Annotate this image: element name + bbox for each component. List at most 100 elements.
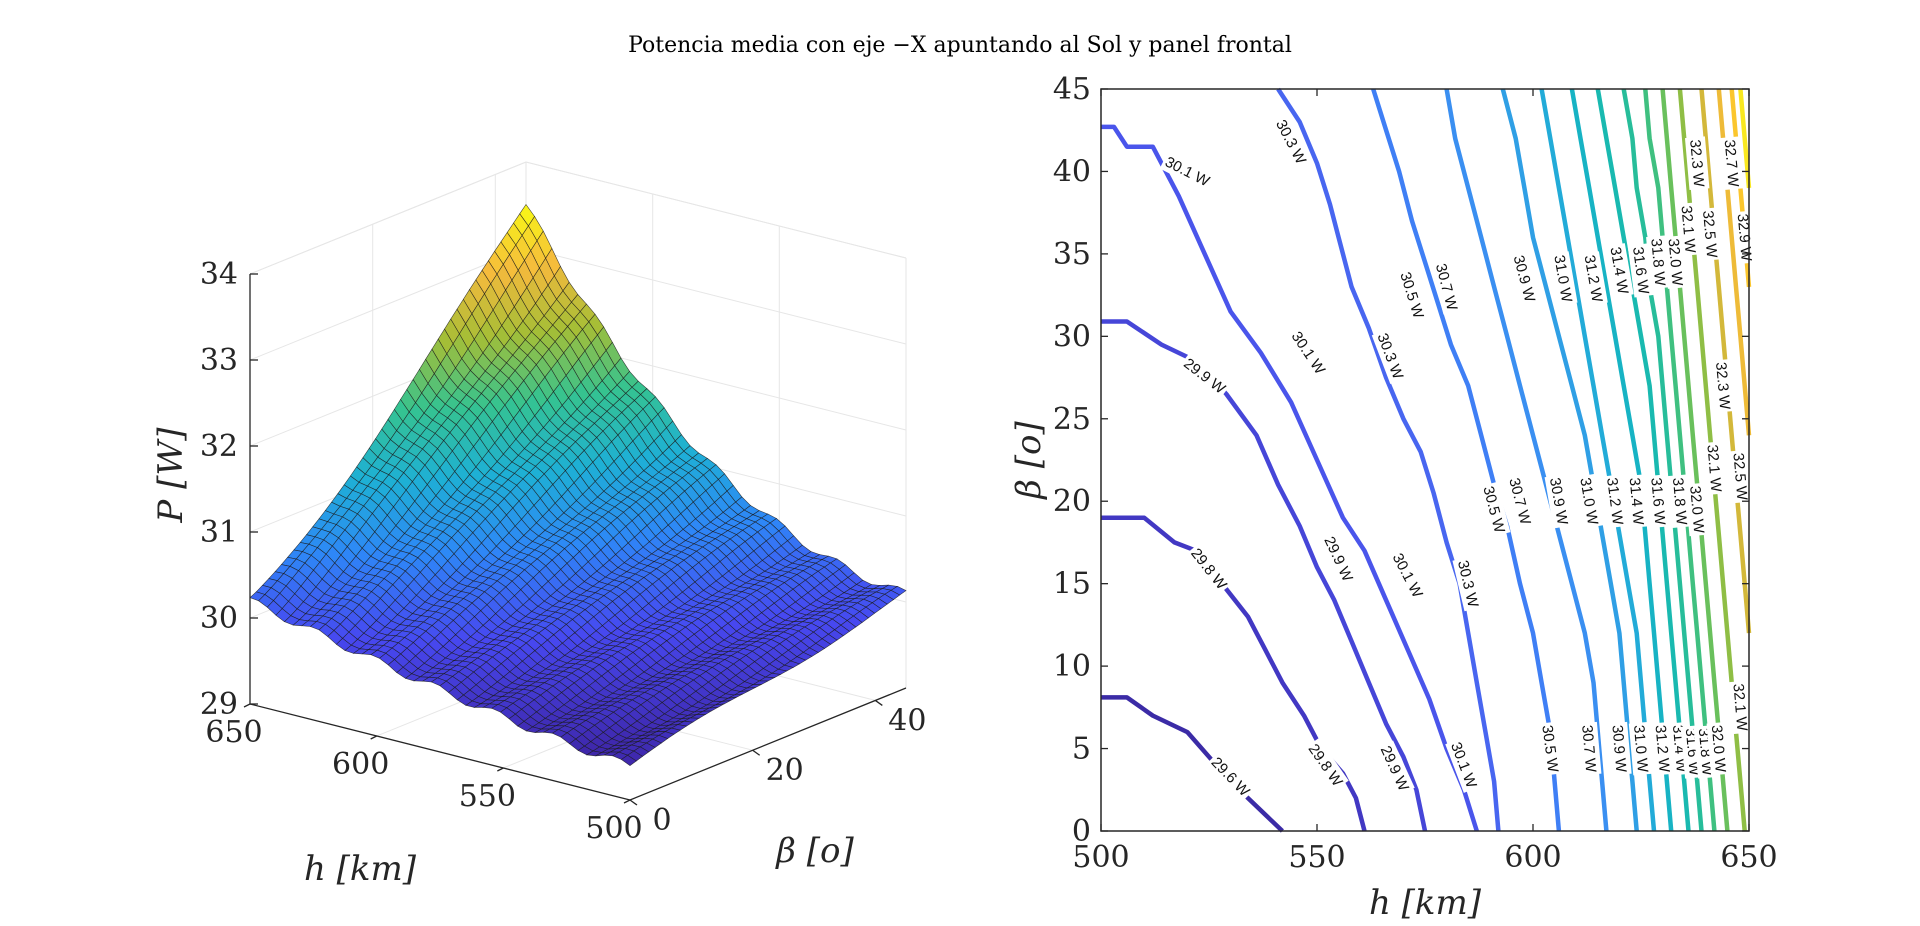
contour-label-bg [1548,251,1578,306]
contour-label-text: 32.1 W [1729,683,1750,733]
contour-label: 32.3 W [1710,359,1736,413]
surface-z-tick-label: 29 [200,687,238,722]
surface-mesh [249,203,907,766]
surface-x-tick-label: 600 [332,747,389,782]
contour-label-bg [1285,325,1332,380]
contour-label: 30.9 W [1607,721,1632,776]
contour-x-tick-label: 500 [1072,840,1129,875]
contour-label-text: 32.0 W [1686,485,1707,535]
contour-label-text: 32.3 W [1686,139,1707,189]
surface-x-tick [370,735,377,740]
surface-pane-top-edge [249,161,907,275]
contour-label-bg [1697,207,1723,261]
contour-line [1595,88,1691,832]
contour-label-bg [1386,547,1429,604]
contour-label: 32.1 W [1728,680,1753,735]
surface-z-tick-label: 30 [200,601,238,636]
contour-label: 31.0 W [1628,721,1654,776]
contour-line [1660,88,1730,832]
contour-label: 31.6 W [1646,474,1671,528]
contour-x-tick-label: 550 [1288,840,1345,875]
contour-label-text: 32.7 W [1721,139,1742,189]
contour-label-bg [1710,359,1736,413]
contour-label-text: 31.6 W [1647,477,1668,527]
contour-label-bg [1624,474,1649,528]
contour-y-tick-label: 0 [1072,814,1091,849]
surface-z-tick-label: 31 [200,515,238,550]
contour-label-text: 32.5 W [1699,210,1720,260]
contour-label-bg [1607,721,1632,776]
contour-label: 31.6 W [1627,243,1655,298]
contour-label: 30.7 W [1576,721,1602,776]
contour-line [1569,88,1674,832]
contour-line [1101,695,1284,833]
surface-x-axis-label: h [km] [304,849,417,889]
contour-label-text: 32.1 W [1677,205,1698,255]
surface-y-axis-label: β [o] [774,831,854,871]
contour-label-bg [1706,721,1732,776]
contour-label: 31.4 W [1624,474,1649,528]
contour-line [1500,88,1639,832]
contour-label: 31.2 W [1601,474,1629,529]
contour-y-tick-label: 35 [1053,237,1091,272]
contour-label-bg [1508,250,1541,307]
surface-plot: 29 30 31 32 33 34 500 550 600 650 0 20 40 h [km] β [… [151,161,927,889]
contour-label-text: 32.5 W [1729,452,1750,502]
contour-y-tick-label: 15 [1053,567,1091,602]
contour-label-bg [1318,531,1359,587]
contour-label: 32.0 W [1684,482,1710,537]
contour-label-bg [1445,737,1483,793]
surface-y-tick [752,749,761,756]
contour-line [1539,88,1657,832]
contour-label-bg [1579,251,1608,306]
surface-z-tick-label: 32 [200,429,238,464]
contour-label-text: 31.0 W [1630,724,1651,774]
contour-y-tick-label: 25 [1053,402,1091,437]
contour-label-text: 32.3 W [1712,361,1733,411]
contour-label-bg [1676,202,1701,256]
contour-label: 32.5 W [1728,449,1753,504]
contour-x-axis-label: h [km] [1369,883,1482,923]
contour-label-bg [1601,474,1629,529]
contour-label-bg [1646,474,1671,528]
contour-label-bg [1159,150,1216,193]
surface-x-tick-label: 500 [585,811,642,846]
surface-y-tick-label: 0 [652,803,671,838]
contour-label-bg [1728,449,1753,504]
contour-y-tick-label: 45 [1053,72,1091,107]
surface-z-tick-label: 34 [200,257,238,292]
surface-y-tick [874,699,883,706]
surface-x-tick [623,799,631,804]
surface-y-tick-label: 20 [766,753,804,788]
contour-label-text: 31.2 W [1603,477,1626,527]
contour-line [1371,88,1562,832]
surface-face [620,754,637,766]
contour-label-bg [1503,473,1537,529]
contour-label: 32.1 W [1702,441,1727,495]
contour-label-bg [1374,740,1415,797]
surface-x-tick [497,767,504,772]
contour-label: 32.1 W [1676,202,1701,256]
surface-x-tick [243,703,251,708]
surface-axes: 29 30 31 32 33 34 500 550 600 650 0 20 40 [200,257,927,846]
contour-label-text: 31.2 W [1652,724,1673,774]
surface-x-tick-label: 650 [205,715,262,750]
contour-line [1643,88,1717,832]
contour-plot-frame [1100,88,1750,832]
contour-label-bg [1702,441,1727,495]
contour-label-bg [1576,721,1602,776]
contour-label-bg [1430,259,1463,315]
contour-label-bg [1684,136,1710,190]
contour-label-bg [1302,737,1349,793]
contour-label-bg [1452,556,1484,612]
contour-label-bg [1185,542,1233,596]
contour-y-tick-label: 20 [1053,484,1091,519]
contour-label-bg [1205,750,1256,803]
surface-y-tick-label: 40 [888,703,926,738]
surface-x-tick-label: 550 [459,779,516,814]
surface-gridline-z [249,161,907,275]
contour-y-axis-label: β [o] [1009,421,1049,501]
contour-label: 32.7 W [1719,136,1744,190]
contour-label-text: 32.1 W [1703,444,1724,494]
